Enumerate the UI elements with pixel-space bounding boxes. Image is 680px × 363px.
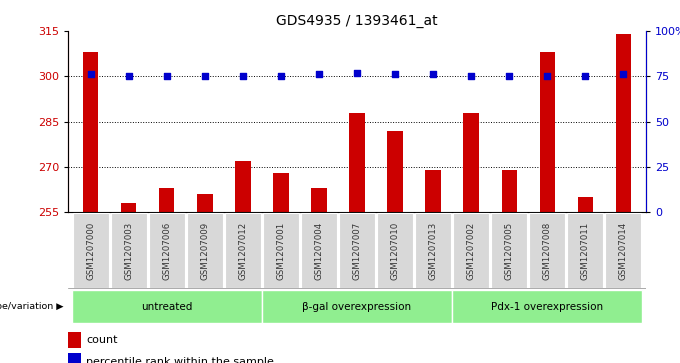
Point (542, 73, 553, 79)
FancyBboxPatch shape (149, 213, 185, 288)
Bar (121, 203, 137, 212)
Point (275, 73, 286, 79)
Point (161, 73, 172, 79)
Text: GSM1207004: GSM1207004 (314, 221, 324, 280)
FancyBboxPatch shape (111, 213, 147, 288)
Point (428, 72, 439, 77)
Point (617, 72, 628, 77)
Point (580, 73, 591, 79)
Text: Pdx-1 overexpression: Pdx-1 overexpression (491, 302, 603, 312)
Bar (426, 170, 441, 212)
Point (504, 73, 515, 79)
Bar (273, 173, 288, 212)
Point (313, 72, 324, 77)
FancyBboxPatch shape (224, 213, 261, 288)
FancyBboxPatch shape (452, 290, 642, 323)
Text: GSM1207011: GSM1207011 (581, 221, 590, 280)
FancyBboxPatch shape (73, 213, 109, 288)
Bar (615, 34, 631, 212)
FancyBboxPatch shape (491, 213, 528, 288)
Point (199, 73, 210, 79)
FancyBboxPatch shape (72, 290, 262, 323)
Bar (388, 131, 403, 212)
Text: GSM1207007: GSM1207007 (352, 221, 362, 280)
Point (352, 70, 362, 76)
Text: GSM1207012: GSM1207012 (239, 221, 248, 280)
Text: percentile rank within the sample: percentile rank within the sample (86, 356, 274, 363)
FancyBboxPatch shape (301, 213, 337, 288)
Text: untreated: untreated (141, 302, 192, 312)
FancyBboxPatch shape (262, 213, 299, 288)
Text: GSM1207009: GSM1207009 (201, 221, 209, 280)
Bar (68, 331, 81, 348)
Point (390, 72, 401, 77)
Text: GSM1207010: GSM1207010 (390, 221, 400, 280)
Text: GSM1207006: GSM1207006 (163, 221, 171, 280)
FancyBboxPatch shape (339, 213, 375, 288)
Text: GSM1207014: GSM1207014 (619, 221, 628, 280)
Text: count: count (86, 335, 118, 345)
Bar (83, 52, 99, 212)
Text: GSM1207002: GSM1207002 (466, 221, 475, 280)
FancyBboxPatch shape (415, 213, 452, 288)
Text: genotype/variation ▶: genotype/variation ▶ (0, 302, 63, 311)
Text: GSM1207003: GSM1207003 (124, 221, 133, 280)
Point (237, 73, 248, 79)
FancyBboxPatch shape (529, 213, 565, 288)
FancyBboxPatch shape (377, 213, 413, 288)
Bar (159, 188, 175, 212)
Point (123, 73, 134, 79)
Bar (350, 113, 364, 212)
FancyBboxPatch shape (453, 213, 490, 288)
Text: GSM1207001: GSM1207001 (277, 221, 286, 280)
Bar (502, 170, 517, 212)
Title: GDS4935 / 1393461_at: GDS4935 / 1393461_at (276, 15, 438, 28)
Bar (577, 197, 593, 212)
FancyBboxPatch shape (567, 213, 603, 288)
Bar (235, 161, 250, 212)
Text: GSM1207000: GSM1207000 (86, 221, 95, 280)
FancyBboxPatch shape (605, 213, 641, 288)
FancyBboxPatch shape (186, 213, 223, 288)
Text: GSM1207005: GSM1207005 (505, 221, 513, 280)
Bar (464, 113, 479, 212)
Bar (197, 194, 212, 212)
Text: GSM1207013: GSM1207013 (428, 221, 437, 280)
Bar (311, 188, 326, 212)
Point (86, 72, 97, 77)
Point (466, 73, 477, 79)
Bar (539, 52, 555, 212)
Bar (68, 353, 81, 363)
Text: GSM1207008: GSM1207008 (543, 221, 551, 280)
Text: β-gal overexpression: β-gal overexpression (303, 302, 411, 312)
FancyBboxPatch shape (262, 290, 452, 323)
